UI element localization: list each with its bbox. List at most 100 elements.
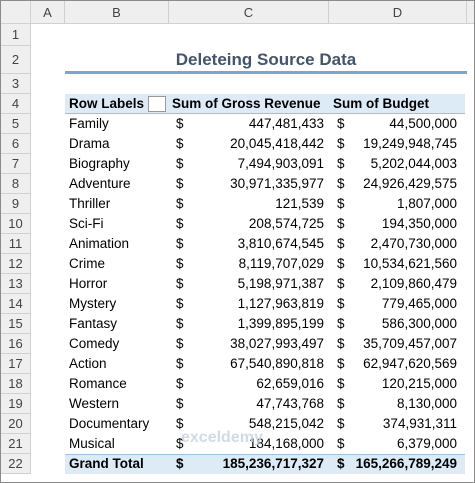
value: 779,465,000: [381, 296, 457, 311]
column-header: A: [31, 1, 65, 24]
row-header: 12: [1, 254, 31, 274]
row-header: 3: [1, 74, 31, 94]
row-header: 22: [1, 454, 31, 474]
value: 184,168,000: [248, 436, 324, 451]
row-label: Thriller: [69, 196, 111, 211]
currency: $: [176, 376, 184, 391]
currency: $: [337, 456, 345, 471]
currency: $: [337, 276, 345, 291]
currency: $: [176, 216, 184, 231]
value: 586,300,000: [381, 316, 457, 331]
currency: $: [176, 356, 184, 371]
value: 20,045,418,442: [230, 136, 324, 151]
currency: $: [337, 176, 345, 191]
row-header: 4: [1, 94, 31, 114]
value: 208,574,725: [248, 216, 324, 231]
value: 6,379,000: [396, 436, 457, 451]
value: 165,266,789,249: [355, 456, 457, 471]
row-header: 15: [1, 314, 31, 334]
filter-button[interactable]: [148, 96, 166, 112]
row-header: 2: [1, 46, 31, 74]
currency: $: [337, 376, 345, 391]
currency: $: [176, 416, 184, 431]
row-label: Animation: [69, 236, 130, 251]
row-label: Fantasy: [69, 316, 118, 331]
row-label: Horror: [69, 276, 108, 291]
value: 47,743,768: [256, 396, 324, 411]
title: Deleteing Source Data: [175, 50, 357, 69]
currency: $: [337, 196, 345, 211]
value: 10,534,621,560: [363, 256, 457, 271]
currency: $: [337, 156, 345, 171]
currency: $: [176, 176, 184, 191]
column-header: D: [329, 1, 467, 24]
value: 38,027,993,497: [230, 336, 324, 351]
row-label: Drama: [69, 136, 110, 151]
value: 5,202,044,003: [370, 156, 457, 171]
row-label: Western: [69, 396, 120, 411]
total-band: [65, 454, 465, 474]
value: 1,127,963,819: [237, 296, 324, 311]
header-cell: Row Labels: [69, 96, 145, 111]
value: 3,810,674,545: [237, 236, 324, 251]
row-header: 13: [1, 274, 31, 294]
value: 121,539: [275, 196, 324, 211]
value: 62,659,016: [256, 376, 324, 391]
row-label: Crime: [69, 256, 105, 271]
row-header: 20: [1, 414, 31, 434]
row-label: Grand Total: [69, 456, 144, 471]
value: 548,215,042: [248, 416, 324, 431]
row-label: Sci-Fi: [69, 216, 104, 231]
value: 7,494,903,091: [237, 156, 324, 171]
row-header: 1: [1, 24, 31, 46]
value: 447,481,433: [248, 116, 324, 131]
currency: $: [176, 456, 184, 471]
value: 35,709,457,007: [363, 336, 457, 351]
row-header: 16: [1, 334, 31, 354]
currency: $: [176, 236, 184, 251]
currency: $: [337, 356, 345, 371]
row-label: Action: [69, 356, 107, 371]
row-label: Mystery: [69, 296, 117, 311]
currency: $: [337, 316, 345, 331]
currency: $: [176, 296, 184, 311]
row-header: 17: [1, 354, 31, 374]
value: 8,119,707,029: [238, 256, 324, 271]
row-header: 9: [1, 194, 31, 214]
value: 2,109,860,479: [370, 276, 457, 291]
value: 67,540,890,818: [230, 356, 324, 371]
value: 8,130,000: [396, 396, 457, 411]
currency: $: [337, 136, 345, 151]
row-header: 21: [1, 434, 31, 454]
currency: $: [176, 116, 184, 131]
currency: $: [176, 336, 184, 351]
row-label: Comedy: [69, 336, 120, 351]
value: 1,807,000: [396, 196, 457, 211]
column-header-rest: [467, 1, 474, 24]
value: 30,971,335,977: [230, 176, 324, 191]
value: 24,926,429,575: [363, 176, 457, 191]
currency: $: [176, 156, 184, 171]
currency: $: [176, 136, 184, 151]
title-underline: [65, 71, 467, 74]
value: 1,399,895,199: [237, 316, 324, 331]
value: 374,931,311: [382, 416, 457, 431]
currency: $: [337, 296, 345, 311]
row-header: 6: [1, 134, 31, 154]
row-label: Adventure: [69, 176, 131, 191]
currency: $: [337, 436, 345, 451]
row-header: 10: [1, 214, 31, 234]
row-label: Documentary: [69, 416, 150, 431]
column-header: B: [65, 1, 169, 24]
currency: $: [176, 436, 184, 451]
currency: $: [176, 276, 184, 291]
currency: $: [337, 216, 345, 231]
row-header: 7: [1, 154, 31, 174]
row-header: 18: [1, 374, 31, 394]
row-header: 11: [1, 234, 31, 254]
currency: $: [337, 256, 345, 271]
currency: $: [337, 396, 345, 411]
currency: $: [176, 256, 184, 271]
currency: $: [176, 316, 184, 331]
